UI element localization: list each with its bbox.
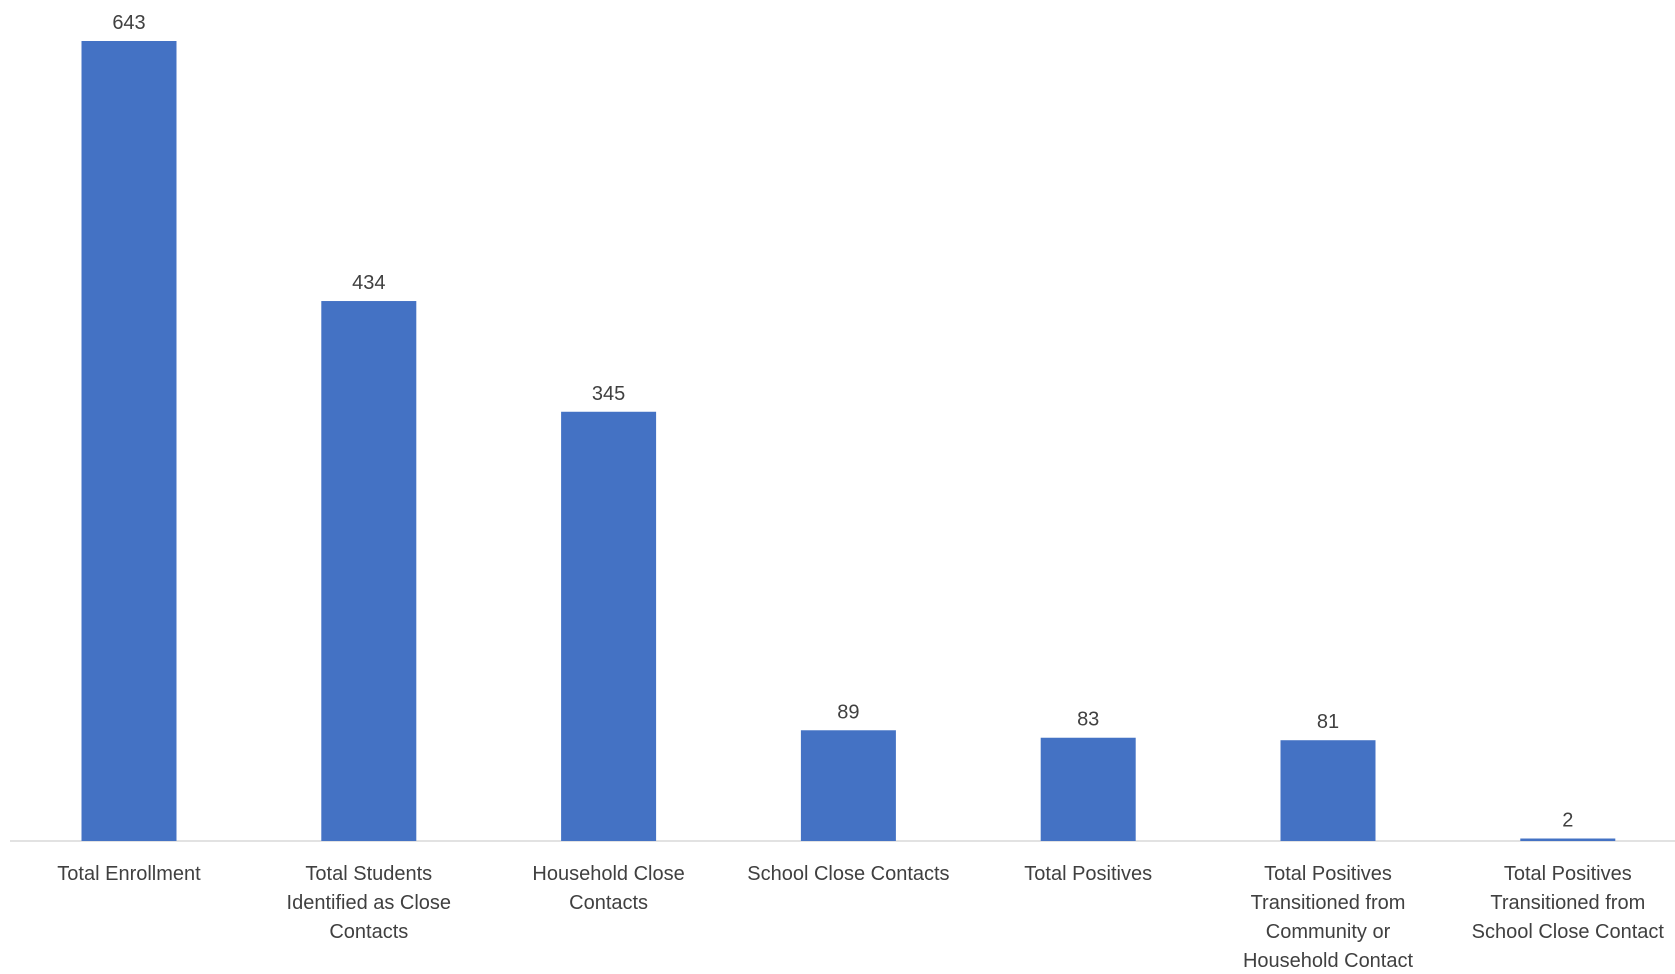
bar-value-label: 434 xyxy=(352,272,385,294)
bar-value-label: 81 xyxy=(1317,711,1339,733)
bar xyxy=(321,301,417,841)
category-label: School Close Contacts xyxy=(747,863,949,885)
category-label: Total Enrollment xyxy=(57,863,201,885)
bar-value-label: 2 xyxy=(1562,810,1573,832)
category-label-line: Contacts xyxy=(569,892,648,914)
bar xyxy=(1520,838,1616,841)
bar xyxy=(800,730,896,841)
bar-value-label: 83 xyxy=(1077,709,1099,731)
category-label-line: Total Positives xyxy=(1504,863,1632,885)
category-label-line: Total Enrollment xyxy=(57,863,201,885)
category-label-line: Total Positives xyxy=(1264,863,1392,885)
category-label-line: Community or xyxy=(1266,921,1391,943)
category-label-line: School Close Contact xyxy=(1472,921,1665,943)
category-label: Household Close Contacts xyxy=(532,863,684,914)
value-labels-group: 643 434 345 89 83 81 2 xyxy=(112,12,1573,832)
category-label-line: Household Close xyxy=(532,863,684,885)
bar xyxy=(561,411,657,841)
category-label-line: Transitioned from xyxy=(1251,892,1406,914)
category-label-line: School Close Contacts xyxy=(747,863,949,885)
category-labels-group: Total Enrollment Total Students Identified… xyxy=(57,863,1664,972)
bar-value-label: 89 xyxy=(837,701,859,723)
bar xyxy=(1280,740,1376,841)
bar-value-label: 345 xyxy=(592,383,625,405)
category-label-line: Household Contact xyxy=(1243,950,1414,972)
category-label: Total Students Identified as Close Contact… xyxy=(287,863,452,943)
category-label-line: Total Positives xyxy=(1024,863,1152,885)
category-label-line: Contacts xyxy=(329,921,408,943)
bars-group xyxy=(81,41,1616,841)
category-label-line: Total Students xyxy=(305,863,432,885)
category-label: Total Positives xyxy=(1024,863,1152,885)
category-label: Total Positives Transitioned from School C… xyxy=(1472,863,1665,943)
category-label-line: Identified as Close xyxy=(287,892,452,914)
bar xyxy=(1040,737,1136,841)
bar-value-label: 643 xyxy=(112,12,145,34)
category-label: Total Positives Transitioned from Communit… xyxy=(1243,863,1414,972)
bar xyxy=(81,41,177,841)
category-label-line: Transitioned from xyxy=(1490,892,1645,914)
